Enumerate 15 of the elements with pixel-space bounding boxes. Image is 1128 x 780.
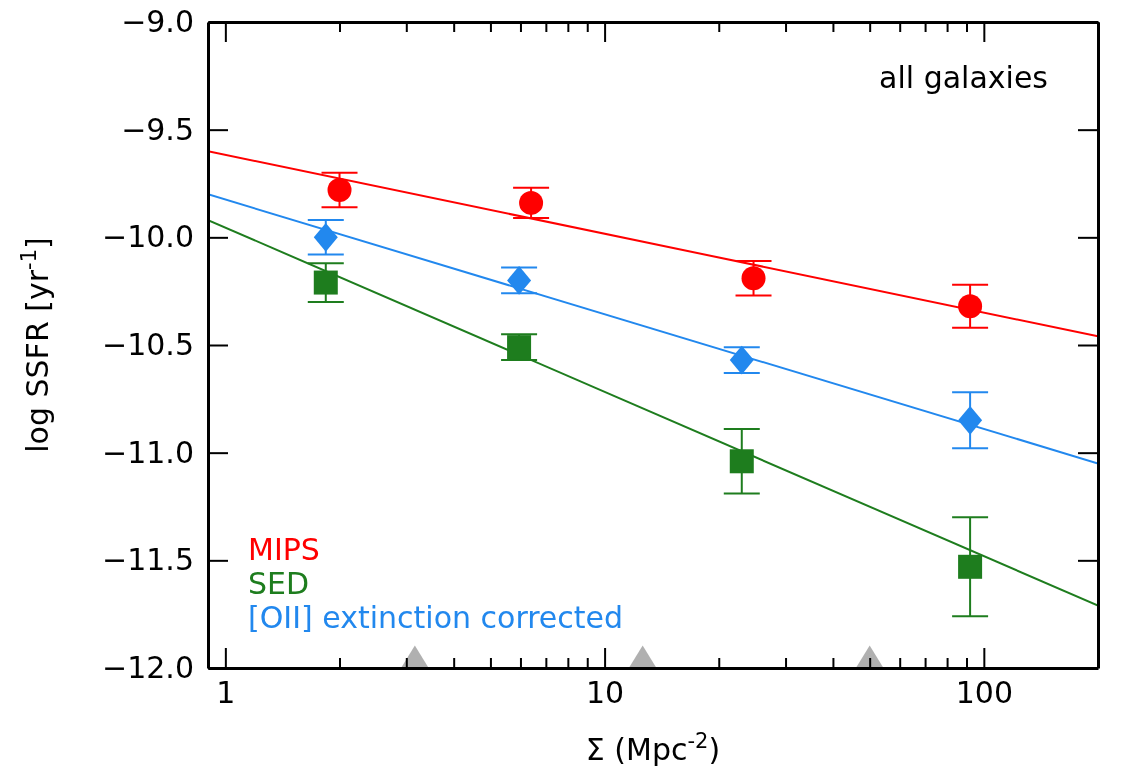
x-tick-label: 100 [955,675,1013,711]
x-tick-label: 1 [216,675,236,711]
y-tick-label: −9.0 [121,4,194,40]
y-tick-label: −11.5 [102,542,194,578]
x-axis-title: Σ (Mpc$^{-2}$) [585,729,721,767]
y-tick-label: −12.0 [102,650,194,686]
annotation: all galaxies [879,60,1048,95]
text: [OII] extinction corrected [248,600,624,635]
text: SED [248,566,310,601]
text: MIPS [248,532,320,567]
x-tick-label: 10 [586,675,625,711]
y-tick-label: −10.0 [102,219,194,255]
y-tick-label: −11.0 [102,434,194,470]
y-tick-label: −10.5 [102,327,194,363]
y-tick-label: −9.5 [121,111,194,147]
